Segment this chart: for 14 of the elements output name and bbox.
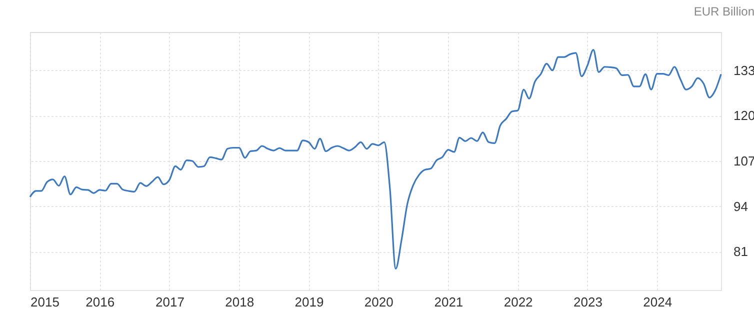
x-tick-label: 2022 [504,294,533,310]
x-tick-label: 2019 [294,294,324,310]
y-axis-title: EUR Billion [694,4,754,18]
x-tick-label: 2016 [86,294,115,310]
x-tick-label: 2017 [156,294,184,310]
x-tick-label: 2021 [434,294,464,310]
x-tick-label: 2018 [225,294,254,310]
y-tick-label: 81 [734,244,748,260]
x-tick-label: 2015 [30,294,60,310]
x-tick-label: 2020 [364,294,394,310]
y-tick-label: 94 [734,198,748,214]
x-tick-label: 2024 [643,294,672,310]
x-tick-label: 2023 [573,294,602,310]
line-series [29,48,722,270]
